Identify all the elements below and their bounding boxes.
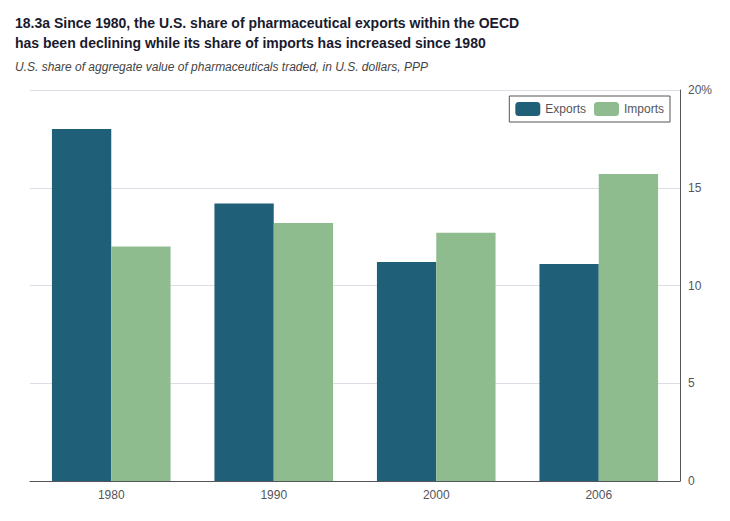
svg-text:0: 0 xyxy=(688,474,695,488)
svg-text:18.3a Since 1980, the U.S. sha: 18.3a Since 1980, the U.S. share of phar… xyxy=(15,15,519,31)
svg-text:10: 10 xyxy=(688,279,702,293)
svg-text:U.S. share of aggregate value: U.S. share of aggregate value of pharmac… xyxy=(15,60,428,74)
svg-text:20%: 20% xyxy=(688,83,712,97)
svg-text:1990: 1990 xyxy=(260,488,287,502)
svg-text:15: 15 xyxy=(688,181,702,195)
svg-text:Imports: Imports xyxy=(624,102,664,116)
svg-text:2000: 2000 xyxy=(423,488,450,502)
svg-text:Exports: Exports xyxy=(545,102,586,116)
svg-text:has been declining while its s: has been declining while its share of im… xyxy=(15,35,486,51)
svg-text:5: 5 xyxy=(688,376,695,390)
svg-text:1980: 1980 xyxy=(98,488,125,502)
svg-text:2006: 2006 xyxy=(585,488,612,502)
